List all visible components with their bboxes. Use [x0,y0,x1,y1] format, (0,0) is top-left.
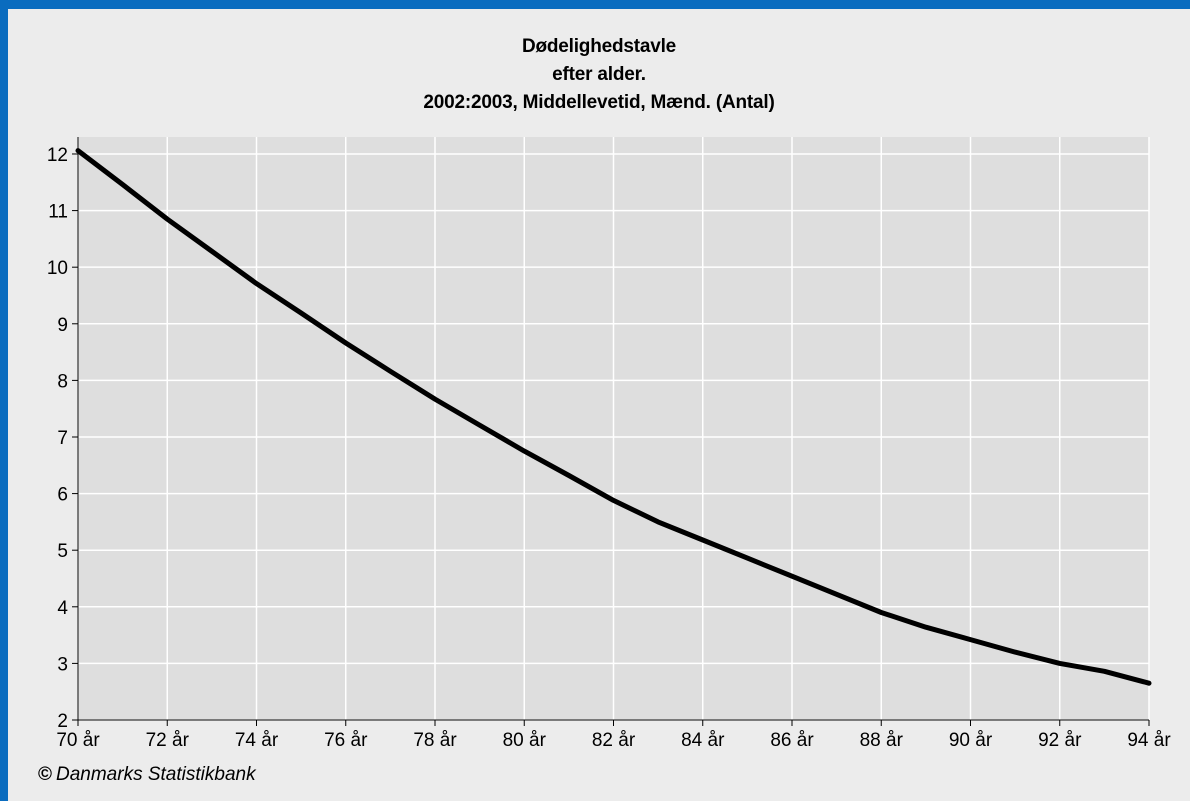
x-tick-label: 94 år [1127,730,1171,751]
source-text: Danmarks Statistikbank [56,764,256,785]
y-tick-label: 10 [47,258,68,279]
x-tick-label: 74 år [235,730,279,751]
y-tick-label: 5 [57,541,68,562]
copyright-icon: © [38,764,52,785]
y-tick-label: 6 [57,485,68,506]
x-tick-label: 84 år [681,730,725,751]
x-tick-label: 92 år [1038,730,1082,751]
source-credit: © Danmarks Statistikbank [38,764,256,786]
chart-title-line-3: 2002:2003, Middellevetid, Mænd. (Antal) [423,92,775,113]
y-tick-label: 12 [47,145,68,166]
x-tick-label: 72 år [146,730,190,751]
x-tick-label: 70 år [56,730,100,751]
axes [72,137,1150,726]
chart-title: Dødelighedstavle efter alder. 2002:2003,… [8,33,1190,117]
y-tick-label: 8 [57,371,68,392]
y-tick-label: 9 [57,315,68,336]
y-tick-label: 3 [57,654,68,675]
x-tick-label: 80 år [503,730,547,751]
series-line [75,148,1152,686]
tick-labels: 70 år 72 år 74 år 76 år 78 år 80 år 82 år 84 år… [47,145,1171,751]
x-tick-label: 90 år [949,730,993,751]
chart-title-line-2: efter alder. [552,64,646,85]
y-tick-label: 11 [48,202,68,223]
x-tick-label: 82 år [592,730,636,751]
chart-panel: Dødelighedstavle efter alder. 2002:2003,… [8,9,1190,801]
y-tick-label: 7 [57,428,68,449]
x-tick-label: 76 år [324,730,368,751]
chart-title-line-1: Dødelighedstavle [521,36,677,57]
y-tick-label: 2 [57,711,68,732]
series-group [75,148,1152,686]
x-tick-label: 86 år [770,730,814,751]
x-tick-label: 78 år [413,730,457,751]
x-tick-label: 88 år [860,730,904,751]
y-tick-label: 4 [57,598,68,619]
line-chart: 70 år 72 år 74 år 76 år 78 år 80 år 82 år 84 år… [47,137,1171,751]
